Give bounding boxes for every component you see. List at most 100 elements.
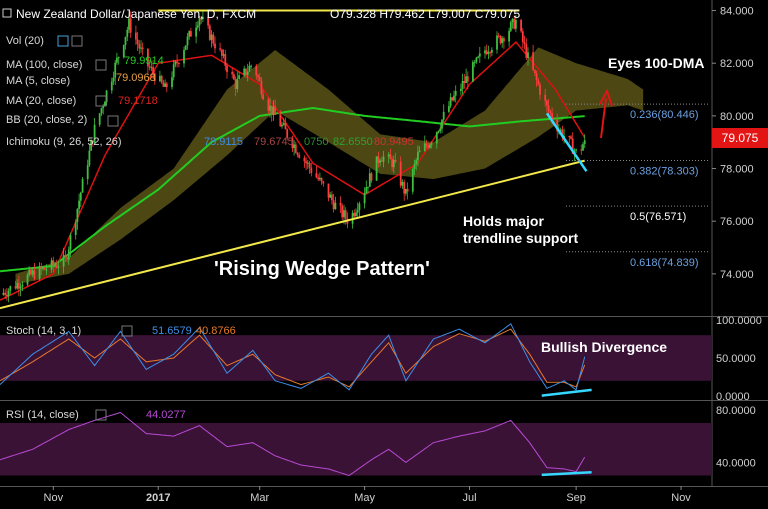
eye-icon[interactable] bbox=[95, 409, 107, 421]
candle-body bbox=[246, 71, 249, 75]
candle-body bbox=[379, 160, 381, 163]
candle-body bbox=[306, 162, 309, 164]
candle-body bbox=[43, 267, 46, 270]
candle-body bbox=[141, 47, 144, 49]
legend-bb: BB (20, close, 2) bbox=[6, 114, 87, 126]
fib-level-label: 0.382(78.303) bbox=[630, 166, 699, 178]
candle-body bbox=[535, 73, 538, 81]
close-icon[interactable] bbox=[71, 35, 83, 47]
rsi-axis[interactable]: 80.0000 40.0000 bbox=[716, 405, 756, 470]
candle-body bbox=[308, 162, 311, 168]
candle-body bbox=[570, 136, 572, 139]
candle-body bbox=[310, 167, 313, 173]
pattern-label: 'Rising Wedge Pattern' bbox=[214, 258, 430, 280]
settings-icon[interactable] bbox=[57, 35, 69, 47]
fib-level-label: 0.618(74.839) bbox=[630, 257, 699, 269]
candle-body bbox=[159, 75, 161, 82]
candle-body bbox=[190, 31, 192, 37]
candle-body bbox=[441, 119, 443, 129]
candle-body bbox=[52, 260, 55, 266]
candle-body bbox=[527, 52, 529, 58]
candle-body bbox=[435, 132, 438, 144]
candle-body bbox=[171, 77, 173, 88]
candle-body bbox=[200, 17, 203, 19]
candle-body bbox=[411, 168, 414, 192]
candle-body bbox=[485, 50, 488, 54]
candle-body bbox=[439, 128, 442, 131]
fib-level-label: 0.5(76.571) bbox=[630, 211, 686, 223]
candle-body bbox=[315, 172, 318, 178]
candle-body bbox=[42, 267, 44, 269]
candle-body bbox=[508, 30, 510, 42]
legend-stoch-d: 40.8766 bbox=[196, 325, 236, 337]
candle-body bbox=[102, 106, 105, 109]
candle-body bbox=[513, 18, 516, 29]
legend-ichimoku-v1: 78.9115 bbox=[204, 136, 243, 148]
time-tick-label: May bbox=[354, 492, 375, 504]
candle-body bbox=[255, 65, 258, 76]
time-axis[interactable]: Nov 2017 Mar May Jul Sep Nov bbox=[44, 486, 692, 504]
collapse-toggle-icon[interactable] bbox=[2, 8, 12, 18]
candle-body bbox=[110, 81, 113, 91]
candle-body bbox=[30, 269, 32, 275]
fib-level-label: 0.236(80.446) bbox=[630, 109, 699, 121]
candle-body bbox=[454, 91, 457, 96]
legend-ichimoku-v2: 79.6745 bbox=[254, 136, 294, 148]
legend-stoch-k: 51.6579 bbox=[152, 325, 192, 337]
candle-body bbox=[491, 49, 493, 53]
ma20-line bbox=[0, 41, 586, 301]
candle-body bbox=[116, 57, 118, 63]
candle-body bbox=[559, 129, 562, 131]
legend-ichimoku-v4: 82.6550 bbox=[333, 136, 373, 148]
price-axis[interactable]: 74.000 76.000 78.000 80.000 82.000 84.000 bbox=[712, 6, 754, 281]
candle-body bbox=[294, 144, 297, 153]
ohlc-readout: O79.328 H79.462 L79.007 C79.075 bbox=[330, 7, 520, 21]
candle-body bbox=[165, 83, 168, 88]
eye-icon[interactable] bbox=[121, 325, 133, 337]
candle-body bbox=[250, 65, 252, 67]
eye-icon[interactable] bbox=[107, 115, 119, 127]
candle-body bbox=[417, 152, 419, 161]
candle-body bbox=[92, 140, 94, 143]
candle-body bbox=[76, 208, 79, 222]
candle-body bbox=[322, 181, 325, 184]
candle-body bbox=[104, 102, 106, 107]
candle-body bbox=[224, 54, 227, 66]
candle-body bbox=[539, 84, 541, 95]
candle-body bbox=[389, 154, 392, 160]
candle-body bbox=[279, 114, 282, 127]
candle-body bbox=[484, 50, 486, 54]
candle-body bbox=[69, 235, 72, 250]
candle-body bbox=[532, 52, 534, 70]
candle-body bbox=[153, 73, 156, 82]
candle-body bbox=[31, 270, 34, 275]
candle-body bbox=[64, 255, 67, 258]
candle-body bbox=[344, 210, 347, 219]
candle-body bbox=[305, 161, 307, 164]
stoch-divergence-line bbox=[541, 388, 592, 397]
candle-body bbox=[465, 76, 467, 83]
candle-body bbox=[272, 106, 275, 115]
candle-body bbox=[367, 186, 369, 188]
legend-controls bbox=[57, 35, 133, 421]
candle-body bbox=[196, 25, 199, 28]
candle-body bbox=[18, 283, 20, 289]
legend-rsi-value: 44.0277 bbox=[146, 409, 186, 421]
candle-body bbox=[66, 257, 68, 260]
candle-body bbox=[523, 42, 526, 44]
candle-body bbox=[195, 27, 197, 37]
candle-body bbox=[375, 156, 378, 181]
eye-icon[interactable] bbox=[95, 95, 107, 107]
candle-body bbox=[188, 31, 191, 37]
candle-body bbox=[501, 38, 504, 44]
candle-body bbox=[50, 260, 53, 270]
price-tick-label: 76.000 bbox=[720, 216, 754, 228]
legend-ma100-value: 79.9914 bbox=[124, 55, 164, 67]
stoch-axis[interactable]: 100.0000 50.0000 0.0000 bbox=[716, 315, 762, 403]
candle-body bbox=[28, 269, 31, 275]
candle-body bbox=[284, 123, 287, 130]
candle-body bbox=[234, 79, 237, 89]
eye-icon[interactable] bbox=[95, 59, 107, 71]
candle-body bbox=[74, 222, 77, 235]
